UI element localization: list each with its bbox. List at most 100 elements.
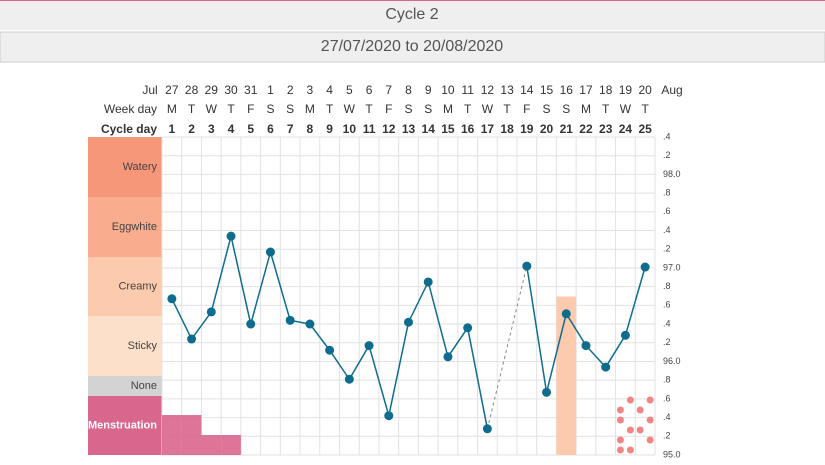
date-label: 19 xyxy=(619,83,633,97)
weekday-label: W xyxy=(482,102,494,116)
weekday-label: M xyxy=(167,102,177,116)
weekday-label: T xyxy=(602,102,610,116)
header-bar xyxy=(0,0,825,30)
y-tick-label: .8 xyxy=(663,281,671,291)
y-tick-label: .8 xyxy=(663,187,671,197)
cycle-day-label: 14 xyxy=(422,122,436,136)
menstruation-bar xyxy=(221,435,241,455)
temp-point xyxy=(384,411,394,421)
date-label: 27 xyxy=(165,83,179,97)
cycle-day-label: 13 xyxy=(402,122,416,136)
cycle-day-label: 16 xyxy=(461,122,475,136)
cycle-day-label: 8 xyxy=(307,122,314,136)
y-tick-label: .4 xyxy=(663,412,671,422)
menstruation-bar xyxy=(201,435,222,455)
temp-point xyxy=(463,323,473,333)
weekday-label: T xyxy=(365,102,373,116)
date-label: 20 xyxy=(638,83,652,97)
date-label: 31 xyxy=(244,83,258,97)
temp-line xyxy=(171,235,489,429)
spot-dot xyxy=(646,396,654,404)
temp-point xyxy=(482,424,492,434)
y-tick-label: .6 xyxy=(663,393,671,403)
date-label: 1 xyxy=(267,83,274,97)
cycle-day-label: 22 xyxy=(579,122,593,136)
cycle-day-label: 21 xyxy=(560,122,574,136)
date-label: 3 xyxy=(307,83,314,97)
date-label: 9 xyxy=(425,83,432,97)
fluid-row xyxy=(88,257,162,316)
weekday-label: S xyxy=(286,102,294,116)
weekday-label: M xyxy=(581,102,591,116)
fluid-row xyxy=(88,376,162,396)
date-label: 18 xyxy=(599,83,613,97)
spot-dot xyxy=(646,416,654,424)
weekday-label: F xyxy=(385,102,392,116)
cycle-day-label: 24 xyxy=(619,122,633,136)
temp-point xyxy=(344,374,354,384)
date-label: 16 xyxy=(560,83,574,97)
cycle-day-label: 10 xyxy=(343,122,357,136)
y-tick-label: .2 xyxy=(663,431,671,441)
y-tick-label: 96.0 xyxy=(663,356,681,366)
date-label: 7 xyxy=(385,83,392,97)
date-label: 2 xyxy=(287,83,294,97)
temp-point xyxy=(246,319,256,329)
weekday-label: W xyxy=(344,102,356,116)
y-tick-label: .4 xyxy=(663,131,671,141)
date-label: 13 xyxy=(500,83,514,97)
fluid-label: Watery xyxy=(123,161,158,173)
temp-point xyxy=(522,261,532,271)
temp-point xyxy=(206,307,216,317)
weekday-label: F xyxy=(247,102,254,116)
temp-point xyxy=(423,277,433,287)
weekday-label: T xyxy=(641,102,649,116)
temp-point xyxy=(187,334,197,344)
temp-point xyxy=(601,362,611,372)
title: Cycle 2 xyxy=(385,6,438,23)
temp-point xyxy=(404,317,413,327)
cycle-day-label: 1 xyxy=(169,122,176,136)
weekday-label: S xyxy=(404,102,412,116)
cycle-day-label: 6 xyxy=(267,122,274,136)
weekday-label: M xyxy=(443,102,453,116)
spot-dot xyxy=(636,426,644,434)
weekday-label: F xyxy=(523,102,530,116)
spotting xyxy=(616,396,634,454)
date-label: 10 xyxy=(441,83,455,97)
subtitle: 27/07/2020 to 20/08/2020 xyxy=(321,38,503,55)
weekday-label: T xyxy=(188,102,196,116)
spot-dot xyxy=(626,446,634,454)
cycle-day-label: 12 xyxy=(382,122,396,136)
temp-point xyxy=(620,330,630,340)
weekday-label: T xyxy=(326,102,334,116)
weekday-label: M xyxy=(305,102,315,116)
cycle-day-label: 19 xyxy=(520,122,534,136)
y-tick-label: .2 xyxy=(663,244,671,254)
date-label: 8 xyxy=(405,83,412,97)
date-label: 11 xyxy=(461,83,474,97)
weekday-label: T xyxy=(464,102,472,116)
date-label: 30 xyxy=(224,83,238,97)
temp-point xyxy=(285,315,295,325)
y-tick-label: .2 xyxy=(663,150,671,160)
weekday-label: T xyxy=(227,102,235,116)
weekday-label: S xyxy=(266,102,274,116)
date-label: 6 xyxy=(366,83,373,97)
month-label: Jul xyxy=(142,83,157,97)
cycle-day-label: 3 xyxy=(208,122,215,136)
spot-dot xyxy=(626,426,634,434)
fluid-row xyxy=(88,197,162,257)
temp-point xyxy=(265,247,275,257)
y-tick-label: .8 xyxy=(663,375,671,385)
fluid-label: Sticky xyxy=(128,340,158,352)
spot-dot xyxy=(616,416,624,424)
subheader-bar xyxy=(0,31,825,63)
fluid-label: Menstruation xyxy=(88,419,157,431)
cycle-day-label: 4 xyxy=(228,122,235,136)
cycle-day-label: 7 xyxy=(287,122,294,136)
y-tick-label: .6 xyxy=(663,300,671,310)
spotting xyxy=(636,396,654,444)
y-tick-label: 98.0 xyxy=(663,169,681,179)
